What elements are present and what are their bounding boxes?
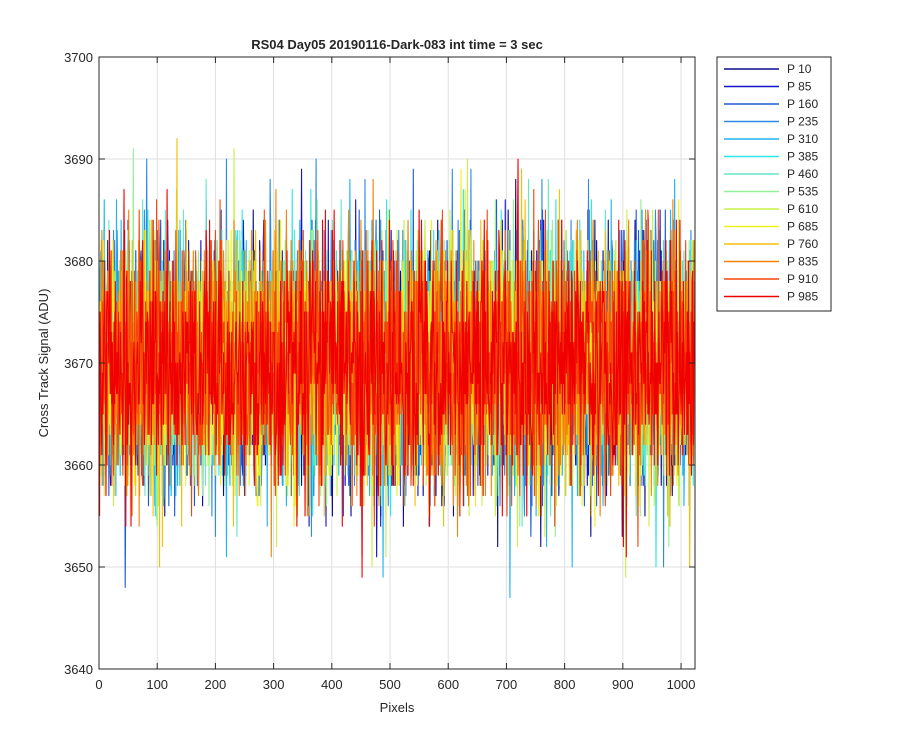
x-tick-label: 300	[263, 677, 285, 692]
legend-entry: P 10	[787, 62, 812, 76]
y-tick-label: 3650	[64, 560, 93, 575]
x-axis: 0 100 200 300 400 500 600 700 800 900 1000	[95, 57, 695, 692]
x-tick-label: 500	[379, 677, 401, 692]
x-tick-label: 100	[146, 677, 168, 692]
y-axis-label: Cross Track Signal (ADU)	[36, 289, 51, 438]
legend: P 10 P 85 P 160 P 235 P 310 P 385 P 460 P 535 P …	[716, 56, 832, 312]
legend-entry: P 685	[787, 220, 818, 234]
x-tick-label: 200	[205, 677, 227, 692]
legend-entry: P 235	[787, 115, 818, 129]
x-tick-label: 800	[554, 677, 576, 692]
x-tick-label: 400	[321, 677, 343, 692]
x-tick-label: 700	[496, 677, 518, 692]
y-tick-label: 3660	[64, 458, 93, 473]
legend-entry: P 610	[787, 202, 818, 216]
y-axis: 3640 3650 3660 3670 3680 3690 3700	[64, 50, 695, 677]
legend-entry: P 835	[787, 255, 818, 269]
legend-entry: P 160	[787, 97, 818, 111]
x-tick-label: 900	[612, 677, 634, 692]
y-tick-label: 3680	[64, 254, 93, 269]
y-tick-label: 3700	[64, 50, 93, 65]
legend-entry: P 985	[787, 290, 818, 304]
legend-entry: P 85	[787, 80, 812, 94]
x-tick-label: 1000	[667, 677, 696, 692]
legend-box	[716, 56, 832, 312]
y-tick-label: 3640	[64, 662, 93, 677]
legend-entry: P 760	[787, 237, 818, 251]
legend-entry: P 535	[787, 185, 818, 199]
legend-entry: P 385	[787, 150, 818, 164]
y-tick-label: 3690	[64, 152, 93, 167]
series-layer	[99, 138, 695, 599]
legend-entry: P 910	[787, 272, 818, 286]
series-line-12	[99, 189, 695, 548]
legend-entry: P 310	[787, 132, 818, 146]
x-axis-label: Pixels	[380, 700, 415, 715]
x-tick-label: 600	[437, 677, 459, 692]
y-tick-label: 3670	[64, 356, 93, 371]
x-tick-label: 0	[95, 677, 102, 692]
chart-title: RS04 Day05 20190116-Dark-083 int time = …	[251, 37, 543, 52]
legend-entry: P 460	[787, 167, 818, 181]
series-line-13	[99, 158, 695, 578]
